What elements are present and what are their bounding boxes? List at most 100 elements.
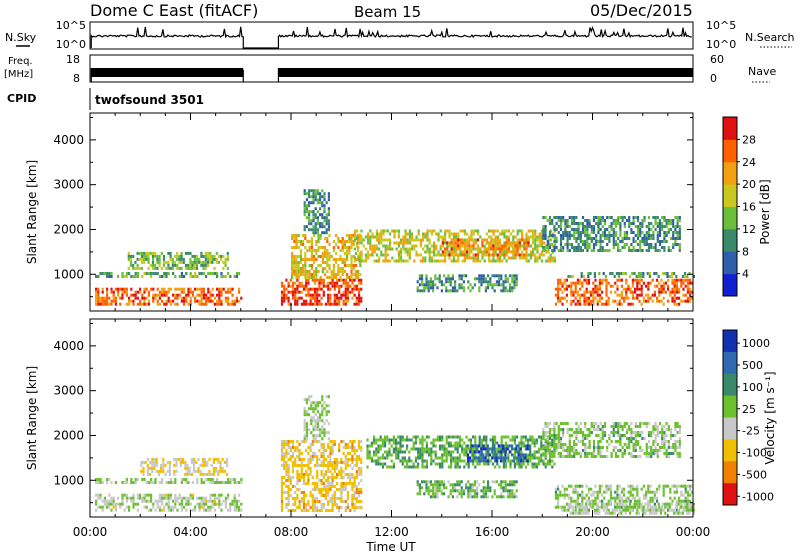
echo-cell [335, 252, 338, 255]
echo-cell [534, 256, 537, 260]
echo-cell [338, 302, 341, 306]
echo-cell [446, 244, 449, 248]
echo-cell [579, 249, 582, 252]
echo-cell [324, 261, 327, 264]
echo-cell [307, 500, 310, 503]
echo-cell [559, 228, 563, 231]
echo-cell [443, 486, 446, 490]
echo-cell [557, 505, 560, 509]
echo-cell [628, 249, 631, 252]
echo-cell [224, 263, 227, 267]
echo-cell [331, 500, 334, 503]
echo-cell [406, 259, 409, 263]
echo-cell [491, 283, 494, 287]
echo-cell [285, 497, 288, 500]
echo-cell [440, 280, 443, 284]
echo-cell [486, 447, 489, 451]
echo-cell [388, 447, 391, 451]
echo-cell [130, 478, 133, 481]
echo-cell [601, 246, 604, 249]
echo-cell [559, 240, 563, 243]
echo-cell [327, 284, 330, 288]
echo-cell [333, 293, 336, 297]
echo-cell [490, 238, 493, 242]
echo-cell [160, 466, 163, 470]
echo-cell [158, 290, 161, 294]
echo-cell [643, 240, 646, 243]
y-tick-label: 1000 [53, 267, 84, 281]
echo-cell [351, 449, 354, 452]
echo-cell [581, 231, 585, 234]
echo-cell [470, 229, 473, 233]
echo-cell [163, 275, 166, 278]
echo-cell [501, 250, 504, 254]
echo-cell [128, 508, 131, 512]
echo-cell [590, 293, 593, 297]
echo-cell [169, 287, 172, 291]
echo-cell [534, 232, 537, 236]
echo-cell [191, 496, 194, 500]
echo-cell [476, 492, 479, 496]
y-tick-label: 2000 [53, 222, 84, 236]
echo-cell [598, 487, 601, 491]
echo-cell [647, 487, 650, 491]
echo-cell [656, 284, 659, 288]
echo-cell [145, 481, 148, 484]
echo-cell [364, 235, 367, 239]
echo-cell [316, 219, 319, 223]
echo-cell [507, 229, 510, 233]
echo-cell [429, 283, 432, 287]
echo-cell [641, 231, 644, 234]
echo-cell [97, 296, 100, 300]
echo-cell [496, 462, 499, 466]
echo-cell [607, 296, 610, 300]
echo-cell [449, 492, 452, 496]
echo-cell [616, 496, 619, 500]
echo-cell [331, 278, 334, 282]
echo-cell [305, 482, 308, 485]
echo-cell [658, 231, 662, 234]
echo-cell [312, 428, 315, 432]
echo-cell [618, 278, 621, 282]
echo-cell [408, 247, 411, 251]
echo-cell [145, 296, 148, 300]
echo-cell [484, 447, 487, 451]
echo-cell [557, 249, 560, 252]
echo-cell [598, 293, 601, 297]
echo-cell [408, 229, 411, 233]
echo-cell [220, 293, 223, 297]
echo-cell [327, 195, 330, 199]
echo-cell [516, 462, 519, 466]
echo-cell [634, 496, 637, 500]
echo-cell [534, 247, 537, 251]
echo-cell [576, 281, 579, 285]
echo-cell [393, 241, 396, 245]
echo-cell [507, 250, 510, 254]
echo-cell [458, 286, 461, 290]
echo-cell [340, 470, 343, 473]
echo-cell [350, 255, 353, 258]
echo-cell [425, 489, 428, 493]
echo-cell [360, 229, 363, 233]
echo-cell [238, 287, 241, 291]
echo-cell [206, 263, 210, 267]
echo-cell [176, 508, 179, 512]
echo-cell [171, 266, 174, 270]
echo-cell [452, 241, 455, 245]
echo-cell [480, 438, 483, 442]
echo-cell [298, 443, 301, 446]
echo-cell [595, 243, 598, 246]
echo-cell [570, 234, 574, 237]
echo-cell [169, 481, 172, 484]
echo-cell [340, 284, 343, 288]
echo-cell [295, 237, 298, 240]
echo-cell [240, 502, 243, 506]
echo-cell [456, 289, 459, 293]
echo-cell [202, 272, 205, 275]
echo-cell [321, 404, 324, 408]
echo-cell [333, 458, 336, 461]
echo-cell [302, 494, 306, 497]
echo-cell [406, 444, 409, 448]
echo-cell [627, 496, 630, 500]
echo-cell [653, 505, 656, 509]
